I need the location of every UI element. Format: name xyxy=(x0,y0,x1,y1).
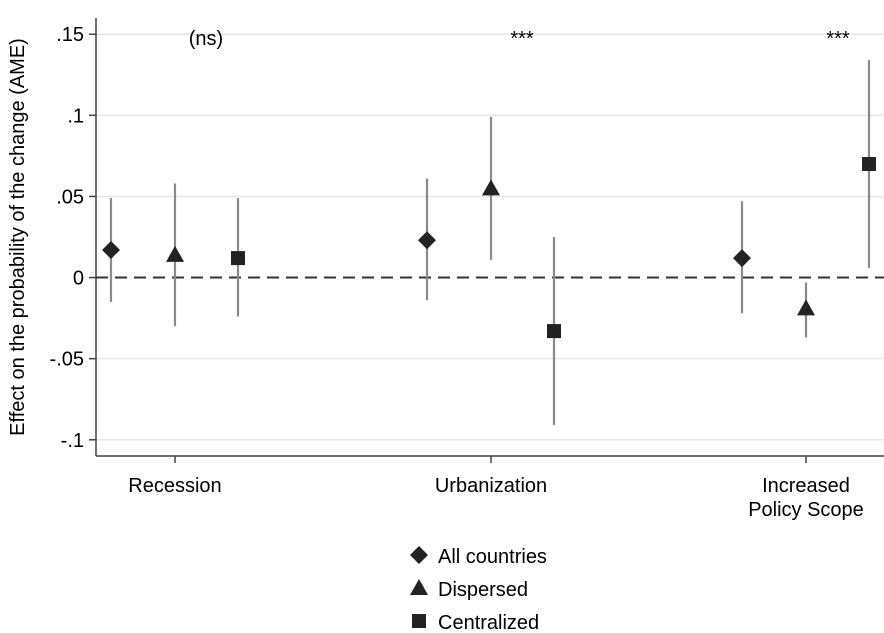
x-category-label: Urbanization xyxy=(435,475,547,497)
y-tick-label: .05 xyxy=(56,186,84,208)
y-tick-label: -.1 xyxy=(61,430,84,452)
y-tick-label: -.05 xyxy=(50,349,84,371)
data-point-square xyxy=(862,157,876,171)
data-point-diamond xyxy=(733,249,751,268)
data-point-square xyxy=(547,324,561,339)
y-tick-label: .1 xyxy=(67,105,84,127)
data-point-triangle xyxy=(797,299,815,316)
legend-triangle-icon xyxy=(410,579,428,595)
data-point-diamond xyxy=(418,231,436,250)
y-tick-label: 0 xyxy=(73,268,84,290)
y-axis-title: Effect on the probability of the change … xyxy=(7,38,29,436)
significance-annotation: (ns) xyxy=(189,28,223,50)
data-point-diamond xyxy=(102,240,120,259)
legend-label: Dispersed xyxy=(438,579,528,601)
x-category-label: Policy Scope xyxy=(748,499,864,521)
x-category-label: Recession xyxy=(128,475,221,497)
significance-annotation: *** xyxy=(826,28,850,50)
legend-label: All countries xyxy=(438,546,547,568)
legend-square-icon xyxy=(412,614,426,628)
data-point-triangle xyxy=(166,245,184,262)
data-point-square xyxy=(231,251,245,266)
data-point-triangle xyxy=(482,179,500,196)
x-category-label: Increased xyxy=(762,475,850,497)
legend-label: Centralized xyxy=(438,612,539,633)
significance-annotation: *** xyxy=(510,28,534,50)
y-tick-label: .15 xyxy=(56,24,84,46)
legend-diamond-icon xyxy=(410,546,428,564)
